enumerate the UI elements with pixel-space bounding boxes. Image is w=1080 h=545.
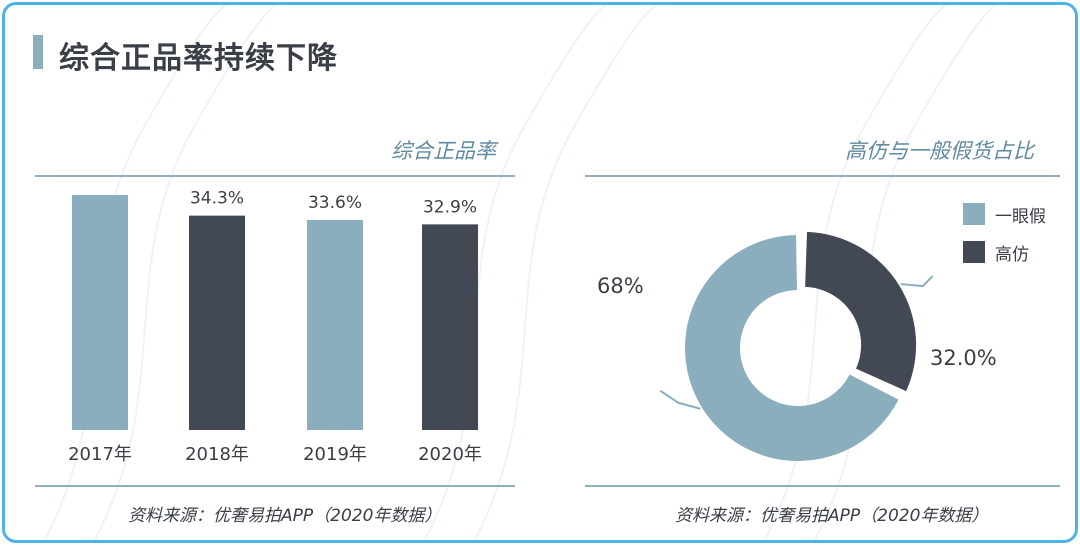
bar-2018年 (189, 215, 245, 430)
donut-slice-高仿 (805, 231, 917, 392)
legend-item-yiyanjia: 一眼假 (963, 201, 1046, 227)
bar-value-label: 32.9% (423, 197, 477, 217)
donut-slice-一眼假 (685, 235, 899, 461)
leader-line-gaofang (900, 275, 934, 288)
bar-category-label: 2017年 (68, 444, 132, 465)
right-bottom-rule (585, 485, 1060, 487)
page-title: 综合正品率持续下降 (59, 41, 338, 76)
leader-line-yiyanjia (659, 389, 701, 410)
legend-swatch-gaofang (963, 241, 985, 263)
donut-chart-title: 高仿与一般假货占比 (845, 139, 1034, 163)
legend-label-yiyanjia: 一眼假 (995, 206, 1046, 227)
title-accent-bar (33, 35, 43, 69)
right-top-rule (585, 175, 1060, 177)
donut-chart: 68% 32.0% (597, 231, 997, 461)
bar-category-label: 2018年 (185, 444, 249, 465)
bar-category-label: 2020年 (418, 444, 482, 465)
bar-chart: 37.6% 2017年 34.3% 2018年 33.6% 2019年 32.9% 2020年 (68, 185, 482, 465)
bar-2019年 (307, 220, 363, 430)
bar-2020年 (422, 224, 478, 430)
legend-item-gaofang: 高仿 (963, 239, 1046, 265)
bar-category-label: 2019年 (303, 444, 367, 465)
bar-chart-title: 综合正品率 (391, 139, 496, 163)
right-source-note: 资料来源：优奢易拍APP（2020年数据） (675, 506, 989, 526)
slice-label-gaofang: 32.0% (930, 346, 997, 370)
bar-2017年 (72, 195, 128, 430)
donut-legend: 一眼假 高仿 (963, 201, 1046, 277)
legend-swatch-yiyanjia (963, 203, 985, 225)
left-top-rule (35, 175, 515, 177)
left-bottom-rule (35, 485, 515, 487)
bar-value-label: 34.3% (190, 189, 244, 209)
slice-label-yiyanjia: 68% (597, 274, 644, 298)
legend-label-gaofang: 高仿 (995, 244, 1029, 265)
bar-value-label: 37.6% (73, 185, 127, 188)
left-source-note: 资料来源：优奢易拍APP（2020年数据） (128, 506, 442, 526)
bar-value-label: 33.6% (308, 193, 362, 213)
